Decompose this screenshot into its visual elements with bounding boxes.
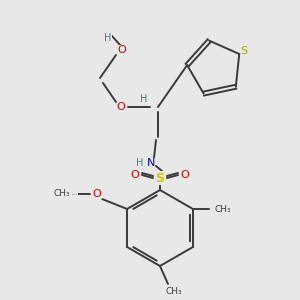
Text: O: O xyxy=(118,45,126,55)
Text: H: H xyxy=(104,33,112,43)
Text: S: S xyxy=(155,172,164,184)
Text: methoxy: methoxy xyxy=(72,194,78,195)
Text: O: O xyxy=(130,170,140,180)
Text: CH₃: CH₃ xyxy=(54,190,70,199)
Text: O: O xyxy=(117,102,125,112)
Text: H: H xyxy=(136,158,144,168)
Text: CH₃: CH₃ xyxy=(166,286,182,296)
Text: CH₃: CH₃ xyxy=(214,205,231,214)
Text: N: N xyxy=(147,158,155,168)
Text: S: S xyxy=(241,46,248,56)
Text: O: O xyxy=(181,170,189,180)
Text: O: O xyxy=(93,189,101,199)
Text: H: H xyxy=(140,94,148,104)
